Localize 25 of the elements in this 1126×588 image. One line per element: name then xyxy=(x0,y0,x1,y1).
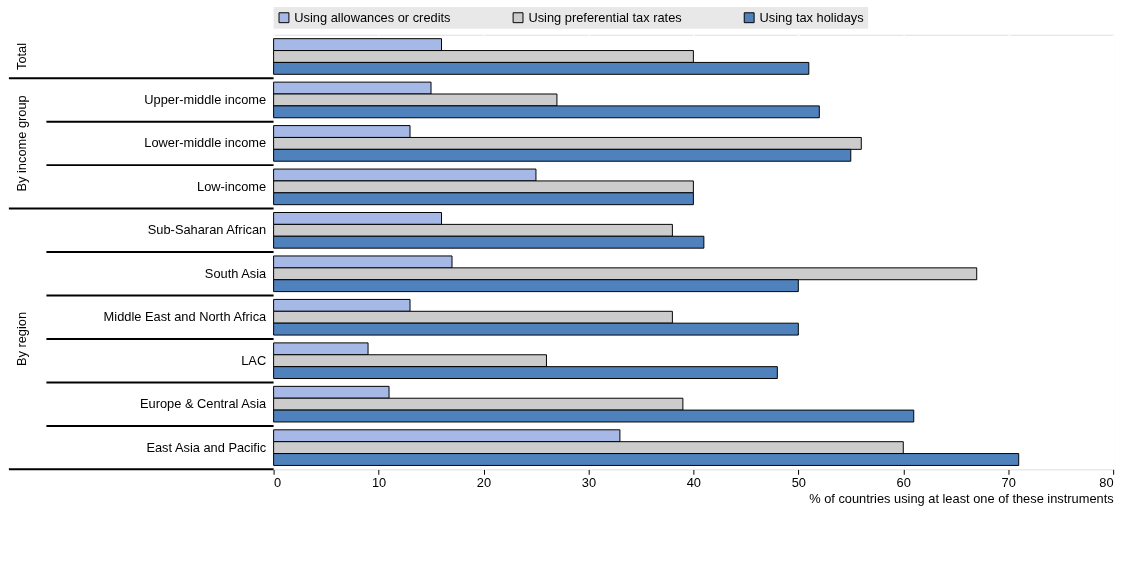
y-tick-label: Upper-middle income xyxy=(144,91,267,107)
x-tick-label: 0 xyxy=(274,474,282,490)
y-tick-label: Middle East and North Africa xyxy=(103,309,268,325)
x-tick-label: 10 xyxy=(371,474,387,490)
legend-label: Using allowances or credits xyxy=(294,9,451,25)
x-tick-label: 20 xyxy=(476,474,492,490)
x-tick-label: 40 xyxy=(686,474,702,490)
text: By income group xyxy=(13,95,29,192)
y-tick-label: LAC xyxy=(241,352,267,368)
x-tick-label: 50 xyxy=(791,474,806,490)
x-tick-label: 70 xyxy=(1001,474,1016,490)
y-tick-label: South Asia xyxy=(204,265,268,281)
legend-label: Using preferential tax rates xyxy=(528,9,682,25)
x-tick-label: 80 xyxy=(1099,474,1114,490)
y-tick-label: Low-income xyxy=(197,178,267,194)
y-tick-label: Lower-middle income xyxy=(144,135,267,151)
text: By region xyxy=(13,311,29,367)
y-tick-label: East Asia and Pacific xyxy=(146,439,267,455)
x-tick-label: 60 xyxy=(896,474,911,490)
legend-label: Using tax holidays xyxy=(759,9,864,25)
x-tick-label: 30 xyxy=(581,474,597,490)
y-tick-label: Sub-Saharan African xyxy=(147,222,267,238)
x-axis-title: % of countries using at least one of these instruments xyxy=(809,491,1114,507)
y-tick-label: Europe & Central Asia xyxy=(139,396,268,412)
text: Total xyxy=(13,42,29,71)
